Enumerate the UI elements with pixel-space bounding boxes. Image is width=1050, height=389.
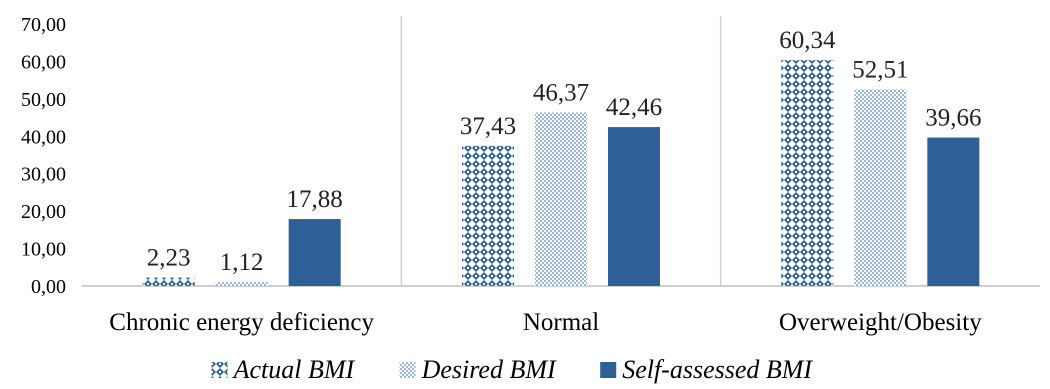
legend-swatch <box>399 362 416 378</box>
bar <box>854 89 907 286</box>
data-label: 52,51 <box>852 56 908 83</box>
data-label: 42,46 <box>606 94 662 121</box>
bar <box>927 137 980 286</box>
bar <box>215 281 268 286</box>
bar <box>462 145 514 286</box>
category-label: Normal <box>523 309 599 336</box>
category-label: Overweight/Obesity <box>779 309 982 336</box>
legend-label: Self-assessed BMI <box>622 355 813 384</box>
bar <box>535 112 587 286</box>
bar <box>608 127 660 287</box>
bars <box>142 60 980 287</box>
y-tick-label: 30,00 <box>21 164 66 186</box>
legend-swatch <box>600 362 617 378</box>
data-labels: 2,23 37,43 60,34 1,12 46,37 52,51 17,88 42,46 39… <box>147 27 982 276</box>
y-tick-label: 70,00 <box>21 14 66 36</box>
legend: Actual BMI Desired BMI Self-assessed BMI <box>211 355 813 384</box>
data-label: 60,34 <box>779 27 836 54</box>
y-tick-label: 60,00 <box>21 51 66 73</box>
data-label: 17,88 <box>287 186 343 213</box>
data-label: 37,43 <box>460 113 516 140</box>
bar <box>142 277 195 286</box>
data-label: 39,66 <box>925 105 981 132</box>
legend-swatch <box>211 362 228 378</box>
bar <box>288 219 341 286</box>
data-label: 1,12 <box>220 249 264 276</box>
legend-label: Desired BMI <box>421 355 557 384</box>
data-label: 46,37 <box>533 79 589 106</box>
y-tick-label: 10,00 <box>21 239 66 261</box>
y-tick-label: 0,00 <box>31 276 66 298</box>
legend-label: Actual BMI <box>232 355 356 384</box>
y-tick-label: 50,00 <box>21 89 66 111</box>
y-tick-label: 40,00 <box>21 126 66 148</box>
bar <box>781 60 834 286</box>
data-label: 2,23 <box>147 245 191 272</box>
y-tick-label: 20,00 <box>21 201 66 223</box>
category-label: Chronic energy deficiency <box>109 309 374 336</box>
